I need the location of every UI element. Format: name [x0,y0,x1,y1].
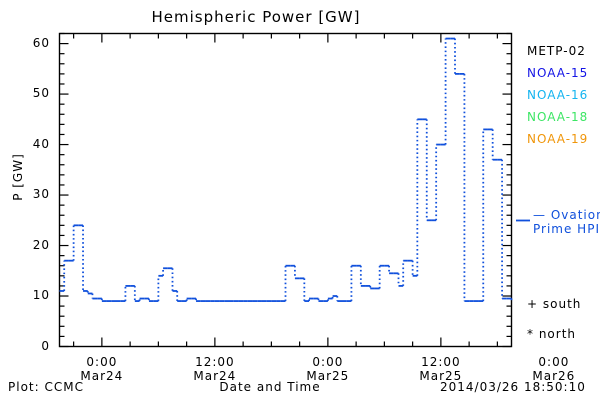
axis-frame [58,32,513,348]
plot-credit: Plot: CCMC [8,380,84,394]
ovation-legend-line2: Prime HPI [533,222,600,236]
legend-item-noaa-19: NOAA-19 [527,132,589,146]
x-tick-time: 12:00 [195,354,235,369]
x-tick-date: Mar24 [80,368,124,383]
x-tick-date: Mar26 [532,368,576,383]
x-tick-time: 0:00 [312,354,344,369]
y-tick-label: 10 [32,288,50,303]
x-tick-time: 0:00 [86,354,118,369]
y-tick-label: 60 [32,35,50,50]
marker-legend-south: + south [527,297,582,311]
marker-legend-north: * north [527,327,577,341]
legend-item-noaa-16: NOAA-16 [527,88,589,102]
x-axis-label: Date and Time [219,380,321,394]
plot-timestamp: 2014/03/26 18:50:10 [440,380,586,394]
x-tick-label: 0:00 Mar25 [293,355,363,383]
y-tick-label: 20 [32,237,50,252]
x-tick-date: Mar25 [306,368,350,383]
y-tick-label: 50 [32,86,50,101]
x-tick-label: 0:00 Mar24 [67,355,137,383]
x-tick-label: 12:00 Mar25 [406,355,476,383]
x-tick-time: 0:00 [538,354,570,369]
y-tick-label: 30 [32,187,50,202]
x-tick-date: Mar24 [193,368,237,383]
y-tick-label: 0 [41,338,50,353]
data-series-layer [59,37,513,302]
ovation-legend-label: — Ovation Prime HPI [533,208,600,236]
y-tick-label: 40 [32,136,50,151]
x-tick-time: 12:00 [421,354,461,369]
x-tick-label: 0:00 Mar26 [519,355,589,383]
legend-item-noaa-15: NOAA-15 [527,66,589,80]
x-tick-date: Mar25 [419,368,463,383]
axis-tick-marks [59,32,512,348]
page-title: Hemispheric Power [GW] [151,8,361,26]
ovation-legend-line1: — Ovation [533,208,600,222]
x-tick-label: 12:00 Mar24 [180,355,250,383]
legend-item-noaa-18: NOAA-18 [527,110,589,124]
legend-item-metp-02: METP-02 [527,44,586,58]
